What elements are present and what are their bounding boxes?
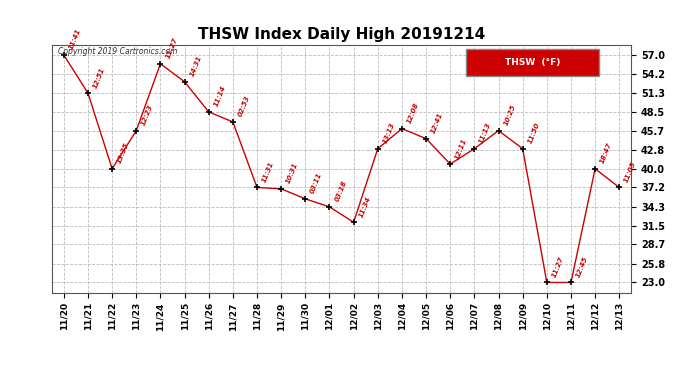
Text: 12:11: 12:11: [455, 137, 469, 160]
Text: 11:14: 11:14: [213, 85, 227, 108]
Text: 11:34: 11:34: [358, 195, 372, 218]
Text: THSW  (°F): THSW (°F): [505, 58, 560, 67]
Title: THSW Index Daily High 20191214: THSW Index Daily High 20191214: [198, 27, 485, 42]
Text: 11:05: 11:05: [624, 160, 638, 183]
Text: 11:13: 11:13: [479, 122, 493, 144]
Text: 13:35: 13:35: [117, 142, 130, 165]
Text: 12:08: 12:08: [406, 102, 420, 124]
Text: 11:27: 11:27: [551, 255, 565, 278]
Text: 02:53: 02:53: [237, 95, 251, 118]
Text: 12:45: 12:45: [575, 255, 589, 278]
Text: 11:50: 11:50: [527, 122, 541, 144]
Text: 12:41: 12:41: [431, 112, 444, 135]
Text: 12:51: 12:51: [92, 66, 106, 89]
Text: 11:27: 11:27: [165, 37, 179, 60]
Text: 18:47: 18:47: [600, 142, 613, 165]
Text: 12:23: 12:23: [141, 104, 155, 126]
Text: 03:18: 03:18: [334, 180, 348, 203]
Text: 11:41: 11:41: [68, 28, 82, 51]
Text: 13:13: 13:13: [382, 122, 396, 144]
Text: 03:11: 03:11: [310, 172, 324, 195]
Text: 14:31: 14:31: [189, 55, 203, 78]
Text: 10:31: 10:31: [286, 162, 299, 184]
Text: Copyright 2019 Cartronics.com: Copyright 2019 Cartronics.com: [57, 48, 177, 57]
Text: 11:31: 11:31: [262, 160, 275, 183]
FancyBboxPatch shape: [466, 49, 600, 76]
Text: 10:25: 10:25: [503, 104, 517, 126]
